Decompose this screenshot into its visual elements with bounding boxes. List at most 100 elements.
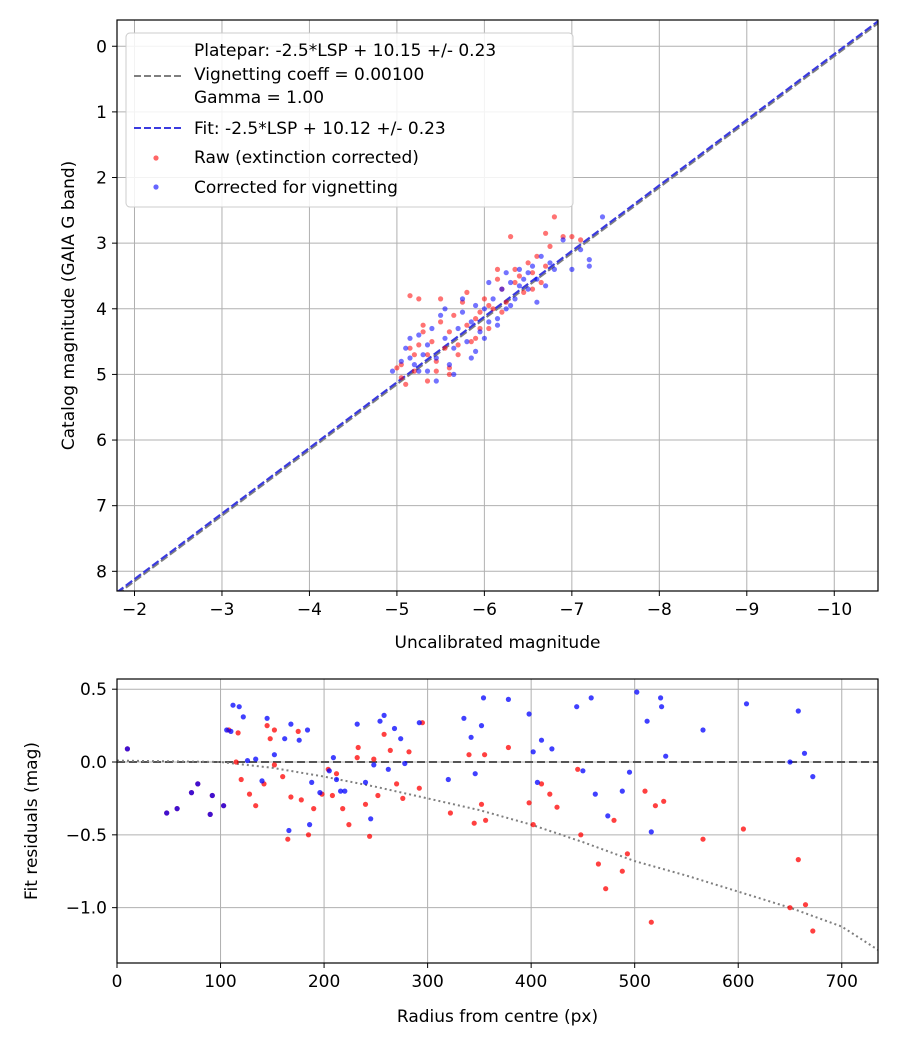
corrected-point [391,725,398,732]
corrected-point [626,769,633,775]
corrected-point [244,758,251,764]
raw-point [233,759,239,765]
corrected-point [551,266,558,272]
corrected-point [478,723,485,729]
corrected-point [368,816,374,822]
corrected-point [377,718,383,724]
raw-point [802,902,809,908]
raw-point [516,273,523,279]
residuals-ticks: 0 100 200 300 400 500 600 700 0.5 0.0 −0.5 −1.0 [66,680,858,992]
corrected-point [207,811,213,818]
corrected-point [486,319,492,325]
raw-point [280,774,286,780]
raw-point [329,792,335,799]
raw-point [407,293,413,299]
raw-point [403,381,409,387]
corrected-point [743,701,750,707]
corrected-point [330,755,336,761]
raw-point [624,851,631,857]
corrected-point [468,355,474,361]
raw-point [451,312,457,318]
corrected-point [480,695,487,701]
corrected-point [398,358,404,364]
corrected-point [333,776,340,783]
raw-point [271,762,277,768]
raw-point [603,886,609,892]
raw-point [529,286,536,292]
corrected-point [525,286,531,292]
corrected-point [787,759,793,765]
corrected-point [586,257,592,263]
fit-line-platepar [119,22,878,591]
corrected-point [543,283,549,289]
corrected-point [534,276,540,282]
raw-point [406,749,412,755]
raw-point [381,731,387,737]
raw-point [508,234,514,240]
corrected-point [381,712,387,719]
x-tick-label: 700 [826,972,858,992]
corrected-point [560,237,566,243]
raw-point [354,755,360,761]
corrected-point [481,306,487,312]
corrected-point [795,708,801,714]
raw-point [429,339,435,345]
corrected-point [473,348,479,354]
corrected-point [547,260,553,266]
corrected-point [512,296,518,302]
y-tick-label: 0 [96,37,107,57]
raw-point [512,266,518,272]
raw-point [543,230,549,236]
raw-point [455,352,461,358]
raw-point [503,299,509,305]
raw-point [420,322,426,328]
raw-point [424,378,431,384]
corrected-point [438,312,444,318]
x-tick-label: −8 [647,600,672,620]
raw-point [478,801,485,807]
raw-point [619,868,625,874]
corrected-point [445,776,451,783]
raw-point [398,375,404,381]
raw-point [499,309,505,315]
corrected-point [634,689,640,695]
corrected-point [451,371,457,377]
x-tick-label: 0 [112,972,123,992]
corrected-point [525,270,531,276]
corrected-point [605,813,611,819]
corrected-point [592,791,598,797]
raw-point [486,325,492,332]
raw-point [473,335,479,341]
raw-point [371,756,377,762]
corrected-point [801,750,808,756]
raw-point [471,820,477,826]
x-tick-label: −6 [472,600,497,620]
corrected-point [209,792,215,799]
corrected-point [407,335,413,341]
corrected-point [385,766,391,772]
corrected-point [362,779,369,786]
corrected-point [473,302,479,309]
raw-point [482,752,488,758]
corrected-point [700,727,706,733]
raw-point [264,723,270,729]
raw-point [611,817,617,823]
raw-point [595,861,602,867]
legend-label-platepar: Platepar: -2.5*LSP + 10.15 +/- 0.23 [194,41,496,61]
corrected-point [599,214,606,220]
raw-point [810,928,816,934]
raw-point [554,804,560,810]
raw-point [355,744,361,751]
corrected-point [644,718,650,724]
corrected-point [505,696,511,703]
corrected-point [259,778,265,784]
corrected-point [503,306,509,312]
raw-point [446,329,452,335]
raw-point [578,832,584,838]
legend-swatch-corrected [153,184,159,190]
x-tick-label: −5 [384,600,409,620]
raw-point [420,329,426,335]
corrected-point [309,779,315,786]
corrected-point [304,727,311,733]
corrected-point [468,734,474,740]
